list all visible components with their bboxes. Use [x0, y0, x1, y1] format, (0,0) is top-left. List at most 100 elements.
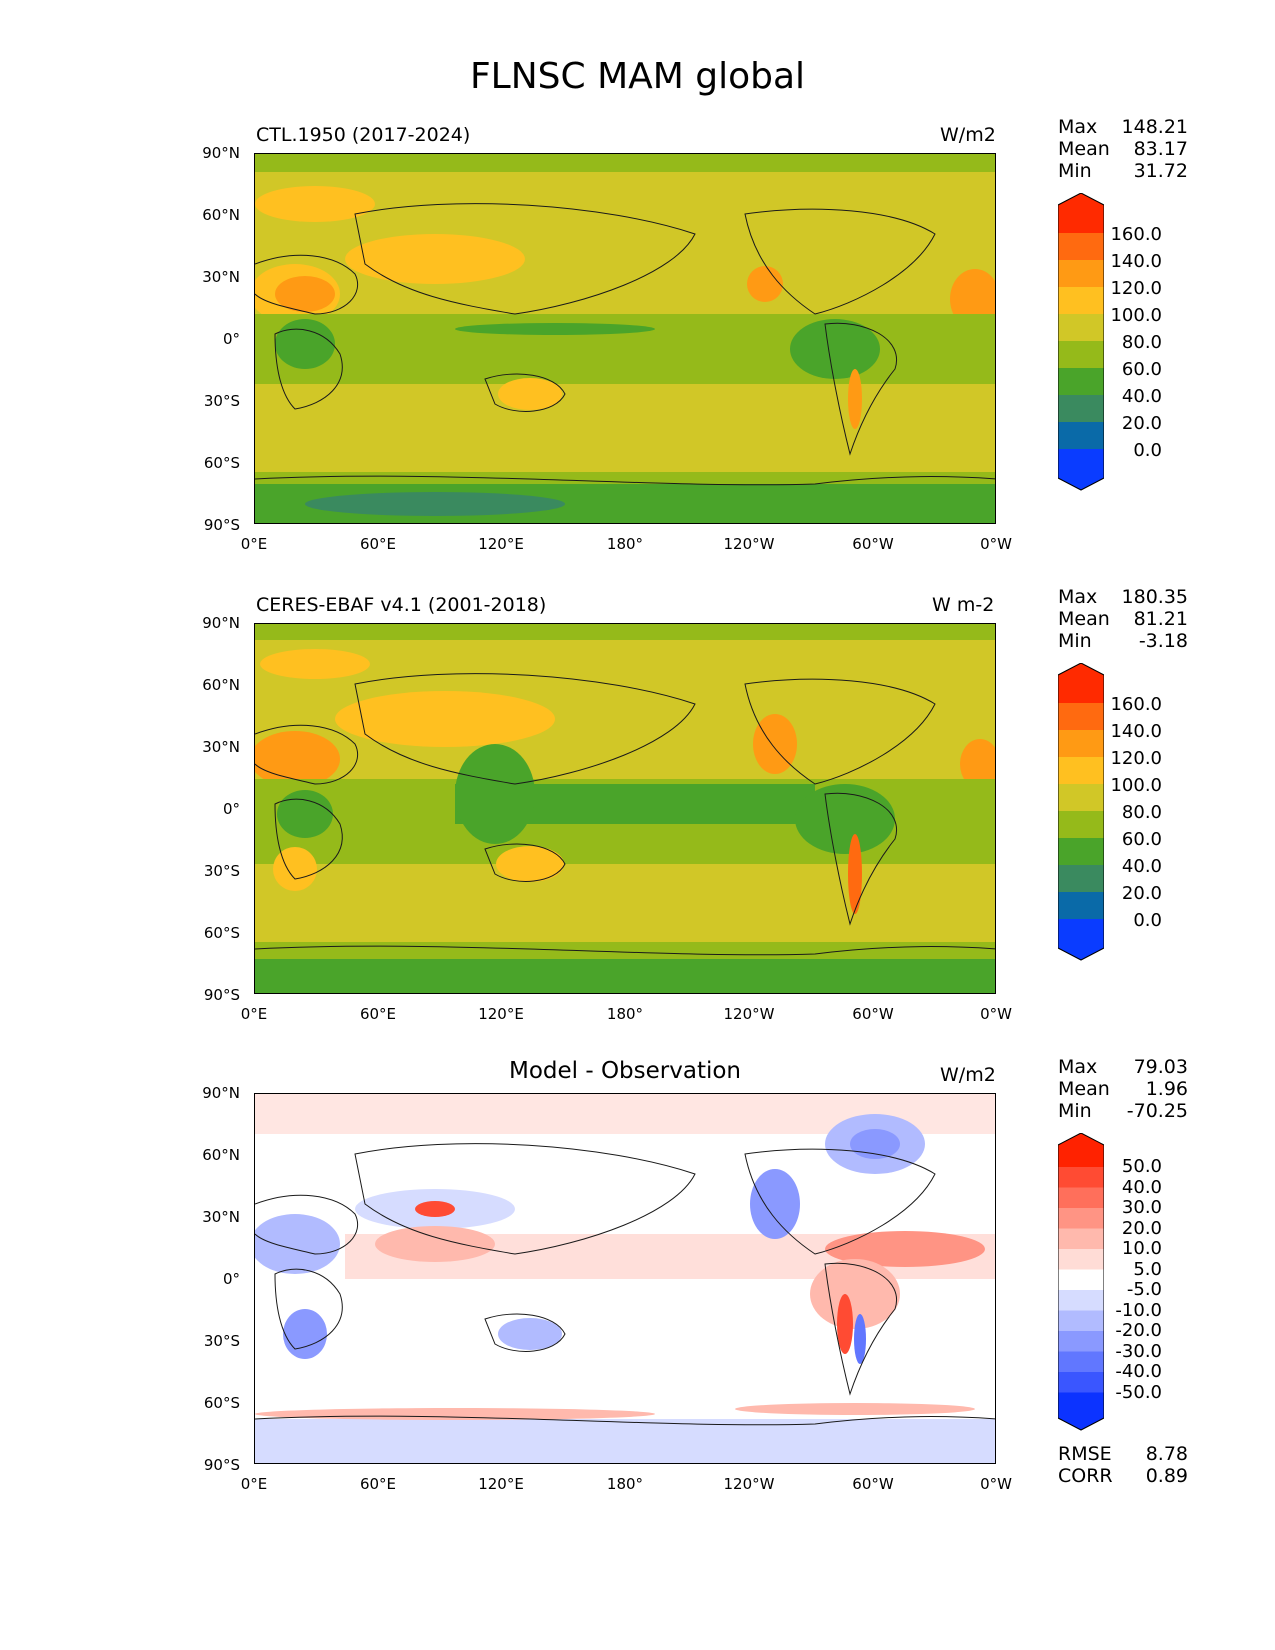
- colorbar-label: 80.0: [1121, 332, 1162, 353]
- panel-model: CTL.1950 (2017-2024) W/m2: [0, 110, 1275, 580]
- stat-label: Max: [1058, 116, 1098, 138]
- lat-tick-label: 90°S: [203, 1456, 240, 1474]
- colorbar-label: 140.0: [1110, 721, 1162, 742]
- colorbar-label: 30.0: [1121, 1197, 1162, 1218]
- colorbar: [1058, 663, 1104, 961]
- colorbar-label: 20.0: [1121, 883, 1162, 904]
- lat-tick-label: 90°S: [203, 516, 240, 534]
- lon-tick-label: 0°E: [240, 1005, 268, 1023]
- lon-tick-label: 60°E: [359, 535, 397, 553]
- lat-tick-label: 60°S: [203, 454, 240, 472]
- stat-mean: 83.17: [1133, 138, 1188, 160]
- stat-label: Max: [1058, 586, 1098, 608]
- panel-observation: CERES-EBAF v4.1 (2001-2018) W m-2: [0, 580, 1275, 1050]
- colorbar-label: 160.0: [1110, 694, 1162, 715]
- lon-tick-label: 180°: [606, 535, 644, 553]
- stat-label: Min: [1058, 1100, 1092, 1122]
- error-stats-box: RMSE 8.78 CORR 0.89: [1058, 1443, 1188, 1487]
- stat-label: Mean: [1058, 138, 1110, 160]
- stat-label: Max: [1058, 1056, 1098, 1078]
- colorbar-label: 5.0: [1133, 1259, 1162, 1280]
- colorbar: [1058, 193, 1104, 491]
- colorbar-label: 0.0: [1133, 440, 1162, 461]
- stat-max: 148.21: [1121, 116, 1188, 138]
- colorbar-label: 0.0: [1133, 910, 1162, 931]
- lat-tick-label: 90°N: [202, 614, 240, 632]
- colorbar-label: 40.0: [1121, 386, 1162, 407]
- colorbar-label: 60.0: [1121, 829, 1162, 850]
- lon-tick-label: 120°E: [478, 1475, 524, 1493]
- lat-tick-label: 0°: [222, 330, 240, 348]
- stat-rmse: 8.78: [1145, 1443, 1188, 1465]
- lon-tick-label: 60°W: [852, 1005, 894, 1023]
- colorbar: [1058, 1133, 1104, 1431]
- stat-mean: 1.96: [1145, 1078, 1188, 1100]
- lat-tick-label: 60°S: [203, 924, 240, 942]
- colorbar-label: -40.0: [1115, 1361, 1162, 1382]
- lat-tick-label: 60°S: [203, 1394, 240, 1412]
- lat-tick-label: 60°N: [202, 676, 240, 694]
- lat-tick-label: 30°N: [202, 1208, 240, 1226]
- lat-tick-label: 30°S: [203, 862, 240, 880]
- lon-tick-label: 180°: [606, 1005, 644, 1023]
- stat-min: -70.25: [1126, 1100, 1188, 1122]
- stat-min: -3.18: [1138, 630, 1188, 652]
- colorbar-label: 160.0: [1110, 224, 1162, 245]
- stat-corr: 0.89: [1145, 1465, 1188, 1487]
- panel-difference: Model - Observation W/m2: [0, 1050, 1275, 1520]
- lat-tick-label: 60°N: [202, 1146, 240, 1164]
- lon-tick-label: 180°: [606, 1475, 644, 1493]
- lon-tick-label: 60°E: [359, 1005, 397, 1023]
- figure-title: FLNSC MAM global: [469, 56, 806, 97]
- stat-mean: 81.21: [1133, 608, 1188, 630]
- colorbar-label: 120.0: [1110, 748, 1162, 769]
- colorbar-label: 40.0: [1121, 1177, 1162, 1198]
- lat-tick-label: 30°N: [202, 738, 240, 756]
- units-label: W/m2: [940, 1064, 996, 1086]
- colorbar-label: 50.0: [1121, 1156, 1162, 1177]
- lat-tick-label: 90°N: [202, 144, 240, 162]
- colorbar-label: 20.0: [1121, 413, 1162, 434]
- map-plot[interactable]: [254, 623, 996, 994]
- lon-tick-label: 120°W: [723, 1005, 775, 1023]
- colorbar-label: 80.0: [1121, 802, 1162, 823]
- panel-title: CTL.1950 (2017-2024): [256, 124, 471, 146]
- stat-label: Mean: [1058, 1078, 1110, 1100]
- colorbar-label: 100.0: [1110, 775, 1162, 796]
- stats-box: Max 79.03 Mean 1.96 Min -70.25: [1058, 1056, 1188, 1122]
- lon-tick-label: 120°W: [723, 535, 775, 553]
- map-observation: [255, 624, 995, 993]
- map-plot[interactable]: [254, 1093, 996, 1464]
- stat-label: Min: [1058, 160, 1092, 182]
- colorbar-label: 20.0: [1121, 1218, 1162, 1239]
- stat-label: Min: [1058, 630, 1092, 652]
- lat-tick-label: 30°S: [203, 1332, 240, 1350]
- lon-tick-label: 60°W: [852, 535, 894, 553]
- lat-tick-label: 0°: [222, 800, 240, 818]
- lon-tick-label: 60°E: [359, 1475, 397, 1493]
- lon-tick-label: 120°E: [478, 1005, 524, 1023]
- stats-box: Max 180.35 Mean 81.21 Min -3.18: [1058, 586, 1188, 652]
- stat-max: 79.03: [1133, 1056, 1188, 1078]
- colorbar-label: 40.0: [1121, 856, 1162, 877]
- lon-tick-label: 60°W: [852, 1475, 894, 1493]
- colorbar-label: -30.0: [1115, 1341, 1162, 1362]
- panel-title: Model - Observation: [508, 1058, 742, 1084]
- panel-title: CERES-EBAF v4.1 (2001-2018): [256, 594, 547, 616]
- colorbar-label: 10.0: [1121, 1238, 1162, 1259]
- colorbar-label: 100.0: [1110, 305, 1162, 326]
- lon-tick-label: 0°E: [240, 1475, 268, 1493]
- lon-tick-label: 0°W: [980, 535, 1012, 553]
- lat-tick-label: 60°N: [202, 206, 240, 224]
- lon-tick-label: 0°W: [980, 1005, 1012, 1023]
- stat-max: 180.35: [1121, 586, 1188, 608]
- stat-label: CORR: [1058, 1465, 1113, 1487]
- colorbar-label: -20.0: [1115, 1320, 1162, 1341]
- colorbar-label: 140.0: [1110, 251, 1162, 272]
- colorbar-label: -50.0: [1115, 1382, 1162, 1403]
- lon-tick-label: 120°W: [723, 1475, 775, 1493]
- map-difference: [255, 1094, 995, 1463]
- map-model: [255, 154, 995, 523]
- map-plot[interactable]: [254, 153, 996, 524]
- lon-tick-label: 0°E: [240, 535, 268, 553]
